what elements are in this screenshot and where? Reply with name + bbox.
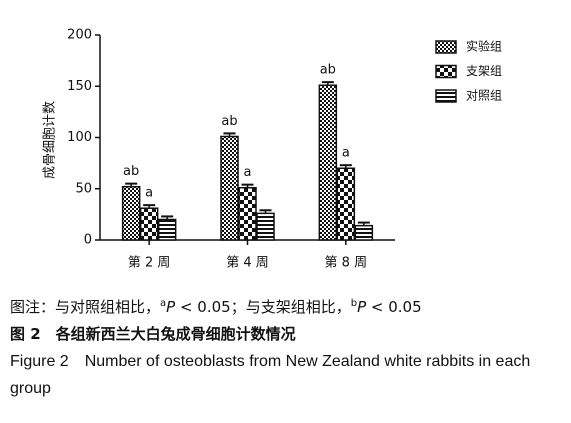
note-text: < 0.05 [366, 298, 422, 316]
significance-label: ab [320, 63, 336, 78]
note-sup: a [160, 298, 167, 309]
y-tick-label: 0 [84, 233, 92, 248]
caption-title-cn: 图 2 各组新西兰大白兔成骨细胞计数情况 [10, 325, 296, 343]
significance-label: ab [123, 164, 139, 179]
bar [220, 135, 239, 241]
y-tick-label: 100 [67, 130, 92, 145]
bar [256, 212, 275, 241]
bar [139, 207, 159, 241]
y-tick-label: 200 [67, 28, 92, 43]
legend-swatch [435, 89, 457, 103]
caption: 图注：与对照组相比，aP < 0.05；与支架组相比，bP < 0.05 图 2… [10, 290, 566, 402]
x-tick-label: 第 8 周 [325, 256, 368, 271]
y-tick-label: 50 [75, 181, 92, 196]
bar [121, 185, 141, 241]
bar [238, 186, 257, 241]
y-tick-label: 150 [67, 79, 92, 94]
note-text: < 0.05；与支架组相比， [175, 298, 351, 316]
note-sup: b [350, 298, 358, 309]
caption-note: 图注：与对照组相比，aP < 0.05；与支架组相比，bP < 0.05 [10, 290, 566, 321]
note-text: 图注：与对照组相比， [10, 298, 161, 316]
significance-label: a [244, 165, 252, 180]
x-tick-label: 第 2 周 [128, 256, 171, 271]
legend-label: 支架组 [466, 64, 502, 78]
note-p: P [357, 298, 367, 316]
legend-label: 对照组 [466, 89, 502, 103]
y-axis-label: 成骨细胞计数 [43, 101, 58, 179]
significance-label: ab [221, 114, 237, 129]
x-tick-label: 第 4 周 [226, 256, 269, 271]
significance-label: a [342, 146, 350, 161]
bar [336, 167, 356, 241]
bar [157, 218, 177, 241]
significance-label: a [145, 186, 153, 201]
legend-label: 实验组 [466, 39, 502, 54]
note-p: P [166, 298, 176, 316]
caption-title-en: Figure 2 Number of osteoblasts from New … [10, 353, 531, 397]
legend-swatch [435, 40, 457, 54]
bar [354, 224, 374, 241]
legend-swatch [435, 64, 457, 79]
bar [318, 84, 338, 241]
